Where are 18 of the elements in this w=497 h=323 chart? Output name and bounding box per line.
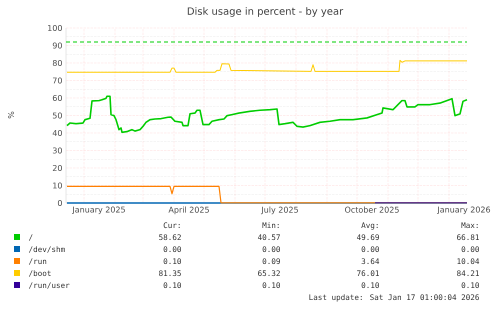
- x-tick-label: January 2026: [436, 206, 490, 214]
- y-tick-label: 90: [52, 42, 62, 49]
- x-tick-label: October 2025: [345, 206, 399, 213]
- y-tick-label: 70: [52, 77, 62, 84]
- x-tick-label: July 2025: [260, 206, 298, 214]
- y-tick-label: 100: [48, 24, 62, 32]
- y-tick-label: 60: [52, 94, 62, 102]
- y-tick-label: 20: [52, 164, 62, 172]
- x-tick-label: April 2025: [168, 206, 209, 214]
- y-tick-label: 50: [52, 112, 62, 119]
- y-tick-label: 80: [52, 60, 62, 66]
- y-tick-label: 10: [53, 182, 62, 189]
- chart-title: Disk usage in percent - by year: [188, 7, 344, 17]
- y-tick-label: 0: [58, 200, 62, 206]
- y-tick-label: 40: [52, 130, 62, 136]
- x-tick-label: January 2025: [72, 206, 125, 214]
- y-tick-label: 30: [52, 147, 62, 154]
- y-axis-title: %: [8, 112, 14, 118]
